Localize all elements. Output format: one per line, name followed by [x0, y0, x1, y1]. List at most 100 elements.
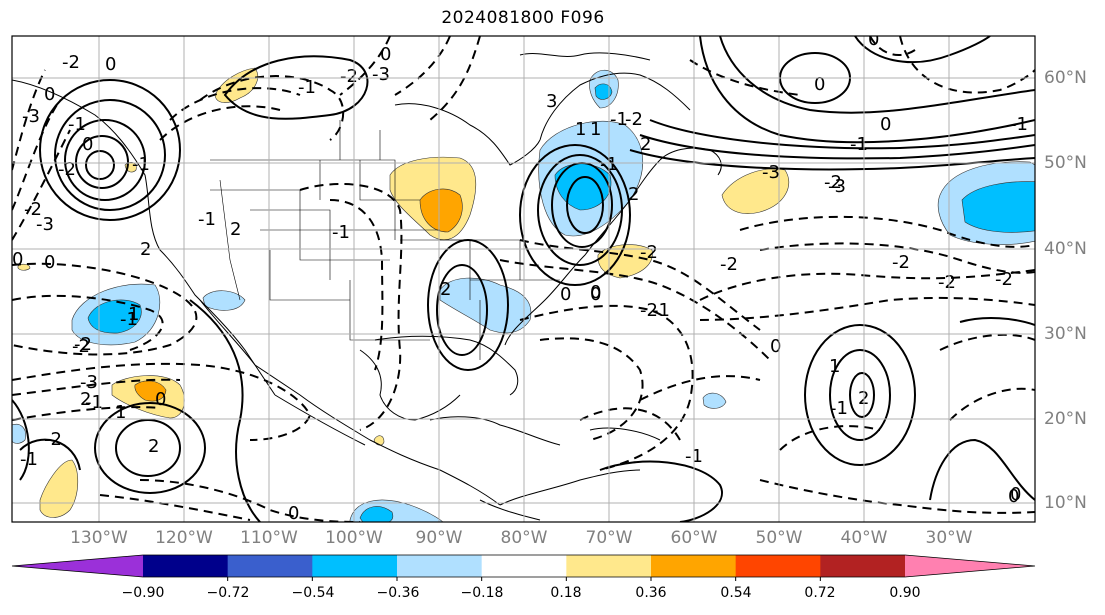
coastlines — [12, 52, 722, 521]
contour-label: -3 — [22, 106, 40, 127]
lat-label-20n: 20°N — [1044, 409, 1087, 429]
contour-label: 0 — [105, 54, 116, 75]
contour-label: 0 — [12, 249, 23, 270]
colorbar-label: −0.72 — [206, 585, 250, 601]
contour-label: -2 — [824, 172, 842, 193]
contour-label: -1 — [652, 300, 670, 321]
colorbar-label: 0.18 — [550, 585, 582, 601]
contour-label: -2 — [892, 252, 910, 273]
colorbar-label: −0.18 — [460, 585, 504, 601]
contour-label: 1 — [829, 356, 840, 377]
map-content: -2 0-3 -10-1-2-3-1-2-32-1-20-123-3-12 0-1-2… — [12, 29, 1035, 522]
contour-label: 3 — [546, 91, 557, 112]
colorbar-label: 0.72 — [804, 585, 836, 601]
shaded-anomalies — [12, 67, 1035, 522]
lon-label-110w: 110°W — [240, 528, 298, 548]
lon-label-50w: 50°W — [755, 528, 803, 548]
contour-label: 0 — [770, 336, 781, 357]
contour-label: 0 — [44, 252, 55, 273]
contour-label: -1 — [850, 134, 868, 155]
lon-label-40w: 40°W — [840, 528, 888, 548]
contour-label: 0 — [590, 282, 601, 303]
lon-label-130w: 130°W — [70, 528, 128, 548]
colorbar-segment — [227, 555, 313, 577]
lat-label-10n: 10°N — [1044, 493, 1087, 513]
lon-label-90w: 90°W — [415, 528, 463, 548]
contour-label: 2 — [440, 279, 451, 300]
contour-label: -2 — [625, 109, 643, 130]
contour-label: -2 — [74, 334, 92, 355]
colorbar-segment — [143, 555, 229, 577]
contour-label: 0 — [82, 134, 93, 155]
contour-label: -1 — [120, 309, 138, 330]
contour-label: -1 — [1010, 114, 1028, 135]
lon-label-80w: 80°W — [500, 528, 548, 548]
contour-label: 1 — [575, 119, 586, 140]
lat-label-50n: 50°N — [1044, 153, 1087, 173]
contour-label: -1 — [830, 398, 848, 419]
contour-label: -2 — [720, 254, 738, 275]
contour-label: 0 — [814, 74, 825, 95]
contour-label: 0 — [560, 284, 571, 305]
colorbar-segment — [397, 555, 483, 577]
contour-label: 2 — [628, 184, 639, 205]
contour-label: -2 — [62, 52, 80, 73]
lon-label-30w: 30°W — [925, 528, 973, 548]
contour-label: 0 — [1010, 484, 1021, 505]
colorbar — [11, 554, 1036, 581]
colorbar-label: −0.54 — [291, 585, 335, 601]
lat-label-60n: 60°N — [1044, 68, 1087, 88]
contour-label: -1 — [610, 109, 628, 130]
solid-contours — [12, 36, 1035, 522]
contour-label: -1 — [332, 222, 350, 243]
contour-label: -2 — [938, 272, 956, 293]
lat-label-40n: 40°N — [1044, 239, 1087, 259]
colorbar-label: 0.36 — [635, 585, 667, 601]
contour-label: 0 — [155, 389, 166, 410]
contour-label: -3 — [828, 176, 846, 197]
contour-label: 0 — [1008, 486, 1019, 507]
contour-label: 0 — [44, 84, 55, 105]
contour-label: -2 — [640, 242, 658, 263]
contour-label: 2 — [640, 134, 651, 155]
contour-label: -2 — [72, 336, 90, 357]
contour-label: -3 — [36, 214, 54, 235]
map-title: 2024081800 F096 — [441, 8, 605, 28]
colorbar-label: 0.54 — [720, 585, 752, 601]
contour-label: 2 — [80, 389, 91, 410]
lon-label-60w: 60°W — [670, 528, 718, 548]
lon-label-120w: 120°W — [155, 528, 213, 548]
contour-label: -3 — [372, 64, 390, 85]
colorbar-label: −0.90 — [121, 585, 165, 601]
contour-label: 1 — [590, 119, 601, 140]
contour-label: -2 — [24, 199, 42, 220]
contour-label: -2 — [640, 300, 658, 321]
contour-label: -1 — [198, 209, 216, 230]
contour-label: -1 — [132, 154, 150, 175]
colorbar-label: −0.36 — [376, 585, 420, 601]
contour-label: -2 — [995, 269, 1013, 290]
dashed-contours — [12, 36, 1035, 522]
colorbar-segment — [820, 555, 906, 577]
contour-label: -1 — [85, 392, 103, 413]
contour-label: -2 — [340, 66, 358, 87]
contour-label: -2 — [58, 159, 76, 180]
contour-label: 0 — [868, 29, 879, 50]
contour-label: -3 — [80, 372, 98, 393]
lat-label-30n: 30°N — [1044, 324, 1087, 344]
colorbar-segment — [651, 555, 737, 577]
contour-label: 0 — [590, 284, 601, 305]
grid-lines — [12, 36, 1035, 522]
contour-label: 0 — [880, 114, 891, 135]
contour-label: -2 — [44, 429, 62, 450]
colorbar-extend-high — [905, 555, 1035, 577]
lon-label-70w: 70°W — [585, 528, 633, 548]
contour-label: 2 — [230, 219, 241, 240]
lon-label-100w: 100°W — [325, 528, 383, 548]
contour-label: -1 — [68, 114, 86, 135]
colorbar-label: 0.90 — [889, 585, 921, 601]
contour-label: 1 — [115, 402, 126, 423]
contour-label: 1 — [128, 304, 139, 325]
contour-label: 0 — [380, 44, 391, 65]
